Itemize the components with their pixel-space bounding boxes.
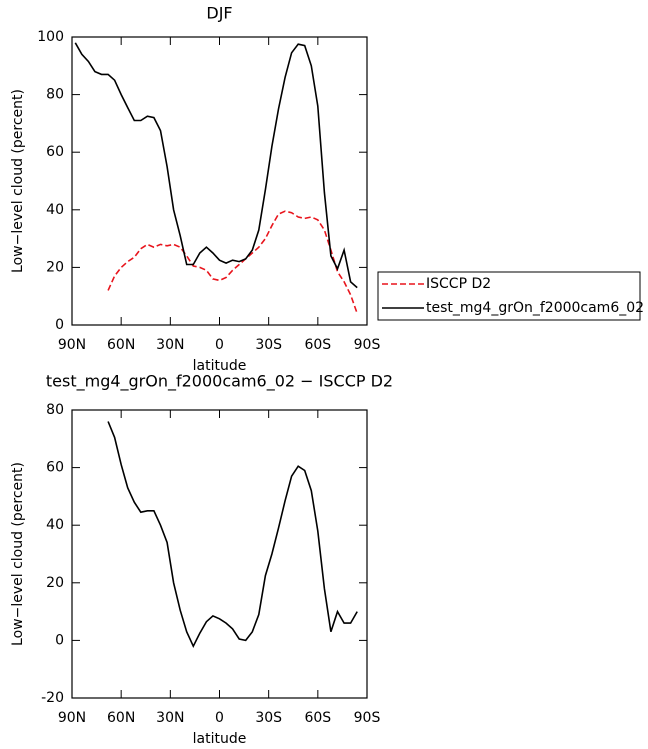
data-line xyxy=(74,42,358,289)
y-axis-label: Low−level cloud (percent) xyxy=(10,462,26,646)
y-tick-label: 100 xyxy=(37,29,64,45)
chart-title: test_mg4_grOn_f2000cam6_02 − ISCCP D2 xyxy=(46,372,393,392)
x-tick-label: 60S xyxy=(304,337,331,353)
y-tick-label: 80 xyxy=(46,402,64,418)
x-tick-label: 90N xyxy=(58,337,86,353)
data-line xyxy=(107,421,358,649)
plot-frame xyxy=(71,409,368,699)
x-tick-label: 60N xyxy=(107,710,135,726)
legend-label: test_mg4_grOn_f2000cam6_02 xyxy=(426,300,644,316)
x-axis-label: latitude xyxy=(193,358,247,374)
y-tick-label: 0 xyxy=(55,632,64,648)
chart-title: DJF xyxy=(206,4,232,23)
x-tick-label: 90N xyxy=(58,710,86,726)
y-tick-label: 20 xyxy=(46,259,64,275)
x-tick-label: 0 xyxy=(215,710,224,726)
x-tick-label: 30N xyxy=(156,337,184,353)
x-tick-label: 30S xyxy=(255,337,282,353)
y-tick-label: 60 xyxy=(46,460,64,476)
x-tick-label: 30S xyxy=(255,710,282,726)
x-tick-label: 0 xyxy=(215,337,224,353)
plot-frame xyxy=(71,36,368,326)
y-tick-label: 60 xyxy=(46,144,64,160)
y-tick-label: 40 xyxy=(46,202,64,218)
x-tick-label: 30N xyxy=(156,710,184,726)
x-tick-label: 60N xyxy=(107,337,135,353)
y-tick-label: 0 xyxy=(55,317,64,333)
y-tick-label: 80 xyxy=(46,87,64,103)
y-tick-label: -20 xyxy=(41,690,64,706)
y-axis-label: Low−level cloud (percent) xyxy=(10,89,26,273)
y-tick-label: 20 xyxy=(46,575,64,591)
data-line xyxy=(107,210,358,314)
x-axis-label: latitude xyxy=(193,731,247,747)
legend-label: ISCCP D2 xyxy=(426,276,491,292)
x-tick-label: 90S xyxy=(354,710,381,726)
legend-box xyxy=(377,271,641,321)
y-tick-label: 40 xyxy=(46,517,64,533)
x-tick-label: 60S xyxy=(304,710,331,726)
x-tick-label: 90S xyxy=(354,337,381,353)
